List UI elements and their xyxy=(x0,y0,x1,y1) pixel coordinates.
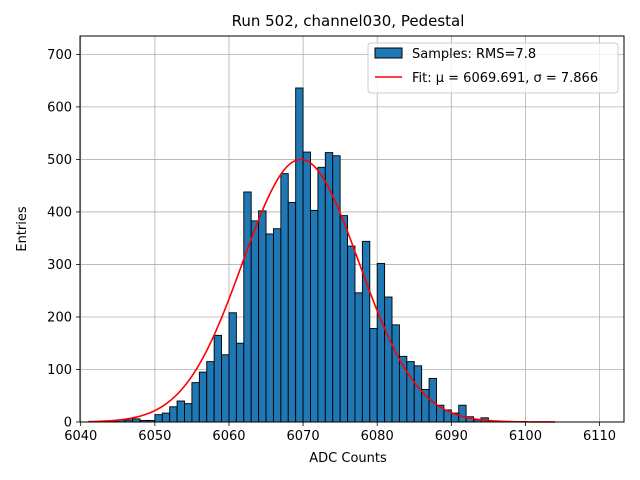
y-tick-label: 100 xyxy=(47,363,72,378)
histogram-bar xyxy=(347,245,356,423)
histogram-bar xyxy=(332,155,341,423)
histogram-bar xyxy=(198,371,208,423)
histogram-bar xyxy=(161,412,171,423)
legend-label-samples: Samples: RMS=7.8 xyxy=(412,47,536,62)
histogram-bar xyxy=(406,361,415,423)
y-tick-label: 200 xyxy=(47,310,72,325)
x-axis-label: ADC Counts xyxy=(309,451,387,466)
histogram-bar xyxy=(250,220,260,423)
y-tick-label: 300 xyxy=(47,258,72,273)
histogram-bars xyxy=(95,87,497,423)
y-axis-ticks: 0 100 200 300 400 500 600 700 xyxy=(47,48,80,431)
histogram-bar xyxy=(280,173,289,423)
x-tick-label: 6100 xyxy=(509,429,542,444)
histogram-bar xyxy=(287,202,297,423)
chart-title: Run 502, channel030, Pedestal xyxy=(232,12,465,30)
legend-label-fit: Fit: μ = 6069.691, σ = 7.866 xyxy=(412,71,598,86)
x-tick-label: 6110 xyxy=(583,429,616,444)
histogram-bar xyxy=(235,342,245,423)
y-tick-label: 400 xyxy=(47,205,72,220)
histogram-bar xyxy=(310,209,319,423)
histogram-bar xyxy=(339,215,349,423)
histogram-bar xyxy=(265,233,274,423)
histogram-bar xyxy=(295,87,304,423)
histogram-bar xyxy=(302,151,311,423)
histogram-bar xyxy=(369,328,378,423)
histogram-bar xyxy=(391,324,400,423)
histogram-bar xyxy=(258,210,267,423)
histogram-bar xyxy=(206,361,215,423)
x-tick-label: 6070 xyxy=(287,429,320,444)
y-axis-label: Entries xyxy=(15,206,30,252)
x-tick-label: 6050 xyxy=(138,429,171,444)
histogram-bar xyxy=(154,414,163,423)
legend: Samples: RMS=7.8 Fit: μ = 6069.691, σ = … xyxy=(367,42,619,94)
x-tick-label: 6040 xyxy=(64,429,97,444)
histogram-bar xyxy=(243,191,252,423)
histogram-bar xyxy=(458,404,467,423)
y-tick-label: 700 xyxy=(47,48,72,63)
y-tick-label: 0 xyxy=(64,416,72,431)
x-tick-label: 6060 xyxy=(212,429,245,444)
plot-frame xyxy=(79,35,625,423)
histogram-bar xyxy=(317,166,326,423)
y-tick-label: 500 xyxy=(47,153,72,168)
histogram-bar xyxy=(361,240,371,423)
histogram-bar xyxy=(169,406,178,423)
legend-box xyxy=(367,42,619,94)
histogram-bar xyxy=(384,296,393,423)
histogram-bar xyxy=(213,334,223,423)
legend-swatch-samples xyxy=(374,47,403,59)
histogram-bar xyxy=(376,262,386,423)
histogram-bar xyxy=(221,354,230,423)
histogram-bar xyxy=(184,403,193,423)
histogram-bar xyxy=(228,312,237,423)
histogram-bar xyxy=(272,228,282,423)
histogram-bar xyxy=(413,365,423,423)
y-tick-label: 600 xyxy=(47,100,72,115)
x-axis-ticks: 6040 6050 6060 6070 6080 6090 6100 6110 xyxy=(64,422,616,444)
histogram-bar xyxy=(354,292,363,423)
x-tick-label: 6080 xyxy=(361,429,394,444)
histogram-bar xyxy=(176,400,185,423)
histogram-bar xyxy=(191,382,200,423)
gaussian-fit-line xyxy=(88,158,556,423)
x-tick-label: 6090 xyxy=(435,429,468,444)
